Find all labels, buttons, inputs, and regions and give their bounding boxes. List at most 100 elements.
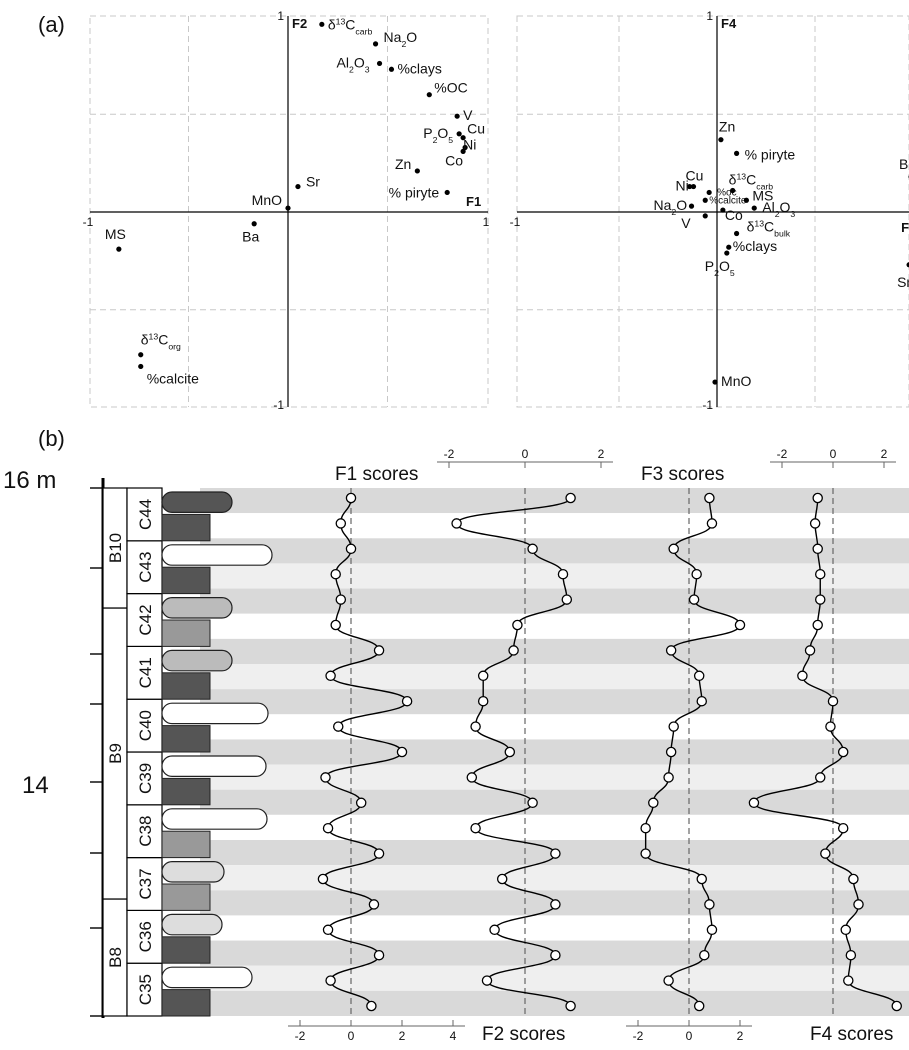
score-marker [734, 619, 746, 631]
score-marker [815, 772, 826, 783]
point-label-co: Co [725, 207, 743, 223]
lithology-marl [161, 936, 211, 964]
point-label-13ccarb: δ13Ccarb [328, 16, 373, 36]
data-point-clays [726, 244, 732, 250]
score-marker [396, 746, 408, 758]
score-tick-label: 0 [686, 1029, 693, 1043]
point-label-co: Co [445, 152, 463, 168]
lithology-limestone [161, 649, 233, 672]
score-tick-label: 0 [830, 447, 837, 461]
y-tick-label: -1 [273, 398, 284, 412]
point-label-clays: %clays [733, 238, 777, 254]
data-point-ms [743, 197, 750, 203]
score-marker [512, 619, 523, 631]
point-label-zn: Zn [395, 156, 411, 172]
score-marker [668, 721, 679, 732]
score-marker [550, 899, 561, 910]
panel-label-b: (b) [38, 426, 65, 451]
data-point-v [702, 213, 708, 219]
point-label-ba: Ba [242, 229, 259, 245]
score-marker [373, 645, 385, 656]
data-point-calcite [702, 197, 708, 203]
point-label-cu: Cu [686, 168, 704, 184]
score-marker [691, 568, 702, 580]
unit-label-b9: B9 [106, 743, 125, 764]
score-marker [504, 746, 516, 758]
series-name: F2 scores [482, 1024, 565, 1045]
bed-label-c38: C38 [136, 816, 155, 847]
score-marker [373, 848, 385, 859]
bed-label-c44: C44 [136, 499, 155, 530]
data-point-13ccarb [319, 21, 325, 27]
score-marker [848, 873, 859, 885]
bed-label-c36: C36 [136, 921, 155, 952]
score-marker [809, 518, 821, 529]
background-band [200, 513, 909, 539]
series-name: F1 scores [335, 464, 418, 485]
score-marker [804, 645, 816, 656]
score-marker [368, 899, 380, 910]
score-marker [557, 568, 569, 580]
score-marker [693, 670, 705, 682]
lithology-marl [161, 883, 211, 911]
score-tick-label: 0 [348, 1029, 355, 1043]
bed-label-c42: C42 [136, 604, 155, 635]
panel-label-a: (a) [38, 12, 65, 37]
bed-box [126, 909, 163, 964]
score-marker [550, 848, 561, 859]
background-band [200, 789, 909, 815]
lithology-limestone [161, 808, 268, 830]
score-marker [696, 695, 708, 707]
lithology-limestone [161, 491, 233, 513]
score-marker [332, 721, 344, 732]
point-label-zn: Zn [719, 119, 735, 135]
score-marker [527, 543, 538, 555]
y-tick-label: 1 [277, 9, 284, 23]
score-marker [373, 949, 385, 961]
point-label-ba: Ba [899, 156, 909, 172]
score-marker [496, 873, 508, 885]
point-label-sr: Sr [306, 174, 320, 190]
score-marker [825, 721, 836, 732]
lithology-limestone [161, 913, 223, 936]
lithology-marl [161, 619, 211, 647]
data-point-13ccarb [730, 187, 736, 194]
score-marker [355, 797, 367, 809]
bed-label-c41: C41 [136, 657, 155, 688]
score-marker [815, 568, 826, 580]
bed-label-c40: C40 [136, 710, 155, 741]
score-marker [317, 873, 329, 885]
point-label-mno: MnO [252, 192, 282, 208]
score-marker [345, 492, 357, 504]
profile-f2-scores: -2 0 2 F2 scores [437, 447, 613, 1045]
lithology-limestone [161, 860, 225, 883]
score-tick-label: -2 [444, 447, 455, 461]
background-band [200, 739, 909, 765]
score-marker [527, 797, 538, 809]
bed-box [126, 645, 163, 700]
lithology-limestone [161, 966, 253, 989]
data-point-p2o5 [456, 131, 462, 137]
score-marker [812, 492, 823, 504]
point-label-piryte: % piryte [389, 184, 440, 200]
data-point-na2o [688, 203, 695, 209]
unit-label-b10: B10 [106, 533, 125, 563]
point-label-piryte: % piryte [745, 146, 796, 162]
point-label-clays: %clays [397, 60, 441, 76]
score-marker [688, 594, 700, 605]
score-tick-label: -2 [633, 1029, 644, 1043]
bed-box [126, 962, 163, 1017]
series-name: F4 scores [810, 1024, 893, 1045]
score-marker [640, 822, 651, 834]
x-axis-name: F3 [901, 220, 909, 235]
lithology-marl [161, 566, 211, 595]
bed-label-c39: C39 [136, 763, 155, 794]
lithology-marl [161, 672, 211, 700]
background-band [200, 965, 909, 991]
unit-label-b8: B8 [106, 947, 125, 968]
score-marker [853, 899, 864, 910]
score-marker [693, 1000, 705, 1012]
score-marker [401, 695, 413, 707]
score-profiles: -2 0 2 4 F1 scores -2 0 2 F2 scores -2 0 2 F3 scores… [288, 447, 903, 1045]
